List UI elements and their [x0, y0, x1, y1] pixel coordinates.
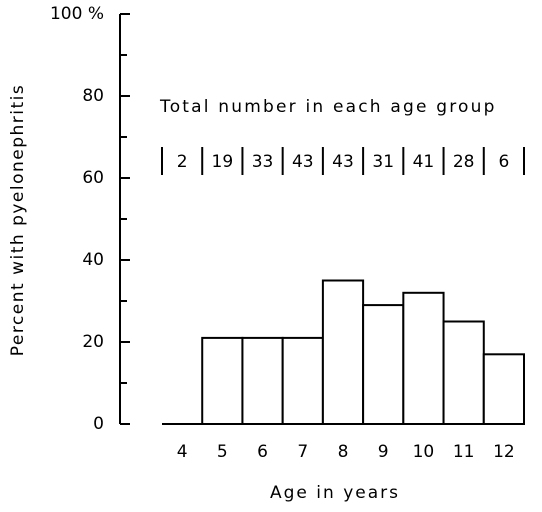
y-axis-label: Percent with pyelonephritis [8, 84, 28, 357]
x-tick-label: 9 [378, 442, 389, 462]
bar [281, 336, 324, 425]
bar [482, 353, 525, 425]
total-count: 6 [498, 152, 509, 172]
total-count: 43 [332, 152, 354, 172]
y-tick-label: 80 [82, 86, 104, 106]
x-tick-label: 5 [217, 442, 228, 462]
total-count: 43 [292, 152, 314, 172]
total-count: 2 [177, 152, 188, 172]
total-count: 31 [372, 152, 394, 172]
y-tick-label: 60 [82, 168, 104, 188]
total-count: 19 [212, 152, 234, 172]
bar [402, 291, 445, 425]
y-tick-label: 100 % [50, 4, 104, 24]
y-tick-label: 0 [93, 414, 104, 434]
x-axis-label: Age in years [270, 483, 400, 503]
bar [201, 336, 244, 425]
bar [442, 320, 485, 425]
bar [362, 304, 405, 426]
total-count: 41 [413, 152, 435, 172]
total-count: 28 [453, 152, 475, 172]
x-tick-label: 4 [177, 442, 188, 462]
y-tick-label: 40 [82, 250, 104, 270]
bar [321, 279, 365, 425]
totals-title: Total number in each age group [159, 97, 497, 117]
total-count: 33 [252, 152, 274, 172]
y-tick-label: 20 [82, 332, 104, 352]
x-tick-label: 8 [338, 442, 349, 462]
x-tick-label: 11 [453, 442, 475, 462]
x-tick-label: 10 [413, 442, 435, 462]
x-tick-label: 6 [257, 442, 268, 462]
x-tick-label: 7 [297, 442, 308, 462]
bar [241, 336, 284, 425]
x-tick-label: 12 [493, 442, 515, 462]
